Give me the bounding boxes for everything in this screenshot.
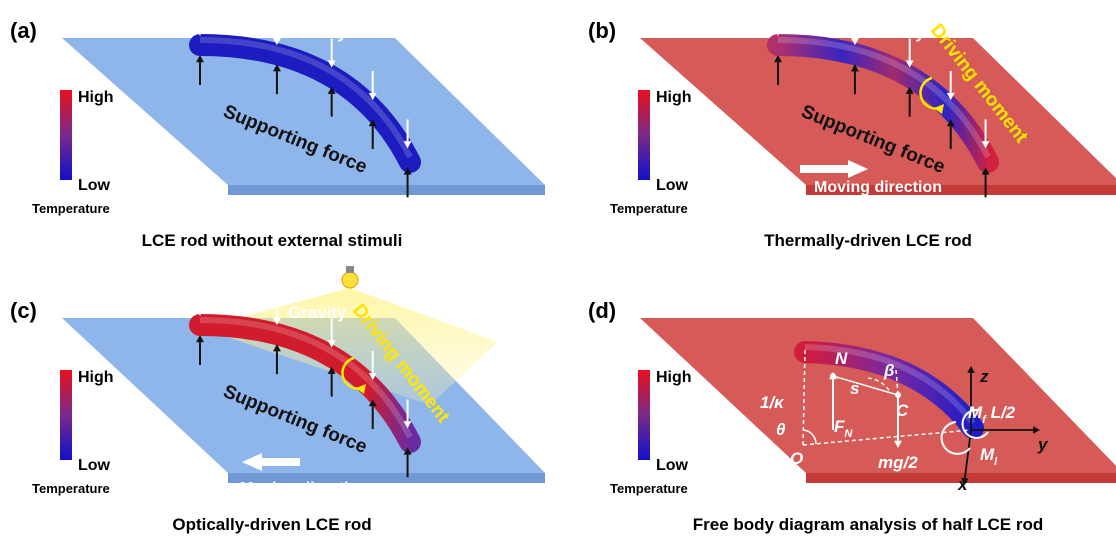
gravity-label: Gravity: [288, 303, 347, 322]
page: {"panels": [ {"label": "(a)", "caption":…: [0, 0, 1116, 546]
symbol: C: [896, 401, 909, 420]
symbol: x: [957, 475, 969, 494]
symbol-main: O: [790, 449, 803, 468]
symbol: O: [790, 449, 803, 468]
symbol-main: F: [834, 417, 845, 436]
colorbar-title: Temperature: [32, 481, 110, 496]
symbol: N: [835, 349, 848, 368]
colorbar-low: Low: [78, 457, 111, 474]
panel: High Low Temperature (a) LCE rod without ext…: [10, 7, 545, 250]
symbol-main: 1/κ: [760, 393, 785, 412]
symbol-main: M: [980, 445, 995, 464]
symbol-main: θ: [776, 420, 786, 439]
figure: High Low Temperature (a) LCE rod without ext…: [0, 0, 1116, 546]
colorbar-low: Low: [656, 457, 689, 474]
caption: Thermally-driven LCE rod: [764, 231, 972, 250]
colorbar-title: Temperature: [610, 201, 688, 216]
symbol-tail: L/2: [986, 403, 1016, 422]
symbol: s: [850, 379, 859, 398]
bulb: [342, 272, 358, 288]
symbol-sub: N: [844, 428, 853, 440]
colorbar-low: Low: [78, 177, 111, 194]
body: High Low Temperature (a) LCE rod without ext…: [0, 0, 1116, 546]
colorbar: [60, 90, 72, 180]
direction-label: Moving direction: [814, 179, 942, 196]
panel-label: (a): [10, 18, 37, 43]
panel: High Low Temperature (b) Thermally-driven LC…: [588, 7, 1116, 250]
direction-label: Moving direction: [240, 480, 368, 497]
symbol-main: C: [896, 401, 909, 420]
plate-side: [228, 185, 545, 195]
colorbar-high: High: [656, 89, 692, 106]
symbol-main: s: [850, 379, 859, 398]
colorbar-title: Temperature: [610, 481, 688, 496]
symbol-main: x: [957, 475, 969, 494]
colorbar: [60, 370, 72, 460]
panel-label: (b): [588, 18, 616, 43]
panel-label: (c): [10, 298, 37, 323]
colorbar-high: High: [78, 369, 114, 386]
bulb-base: [346, 266, 354, 273]
panel-label: (d): [588, 298, 616, 323]
symbol: mg/2: [878, 453, 918, 472]
gravity-label: Gravity: [288, 23, 347, 42]
colorbar: [638, 370, 650, 460]
symbol-main: y: [1037, 435, 1049, 454]
colorbar-high: High: [78, 89, 114, 106]
colorbar: [638, 90, 650, 180]
caption: Free body diagram analysis of half LCE r…: [693, 515, 1043, 534]
symbol-main: mg/2: [878, 453, 918, 472]
gravity-label: Gravity: [866, 23, 925, 42]
symbol-main: z: [979, 367, 989, 386]
symbol: θ: [776, 420, 786, 439]
panel: High Low Temperature (c) Optically-driven LC…: [10, 266, 545, 534]
symbol-main: M: [968, 403, 983, 422]
symbol: 1/κ: [760, 393, 785, 412]
symbol: β: [883, 361, 895, 380]
panel: High Low Temperature (d) Free body diagram a…: [588, 298, 1116, 534]
point-c: [895, 392, 901, 398]
point-n: [830, 373, 836, 379]
symbol: y: [1037, 435, 1049, 454]
symbol-main: N: [835, 349, 848, 368]
colorbar-high: High: [656, 369, 692, 386]
caption: Optically-driven LCE rod: [172, 515, 371, 534]
symbol: z: [979, 367, 989, 386]
colorbar-title: Temperature: [32, 201, 110, 216]
symbol-main: β: [883, 361, 895, 380]
caption: LCE rod without external stimuli: [142, 231, 403, 250]
colorbar-low: Low: [656, 177, 689, 194]
